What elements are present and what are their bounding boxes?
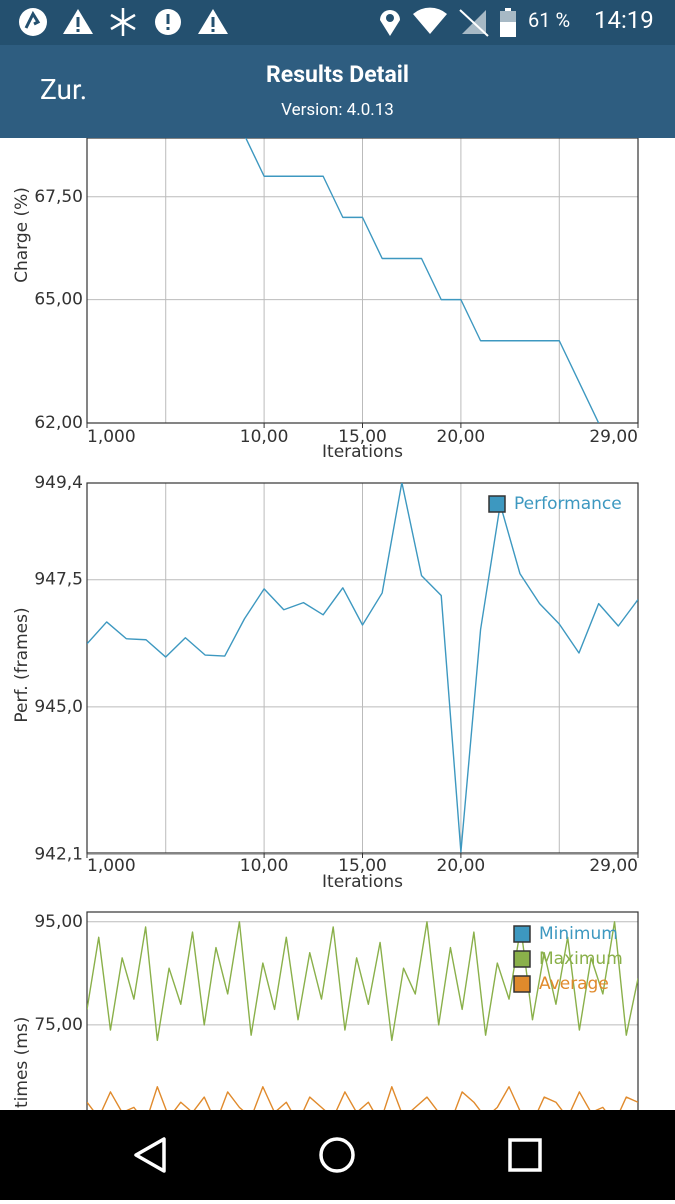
status-icons xyxy=(19,7,516,37)
recents-key[interactable] xyxy=(508,1138,542,1172)
legend-swatch xyxy=(513,975,531,993)
x-tick-label: 1,000 xyxy=(87,856,136,876)
x-tick-label: 20,00 xyxy=(437,856,486,876)
series-line xyxy=(245,138,600,423)
y-tick-label: 65,00 xyxy=(34,290,83,310)
plot-area xyxy=(245,138,600,423)
legend-label: Performance xyxy=(514,494,622,514)
x-tick-label: 15,00 xyxy=(338,427,387,447)
y-tick-label: 62,00 xyxy=(34,413,83,433)
legend-label: Minimum xyxy=(539,924,618,944)
clock: 14:19 xyxy=(594,6,654,34)
y-axis-title: Perf. (frames) xyxy=(12,607,32,722)
legend-swatch xyxy=(513,950,531,968)
x-tick-label: 15,00 xyxy=(338,856,387,876)
y-tick-label: 945,0 xyxy=(34,697,83,717)
battery-level: 61 % xyxy=(528,8,571,32)
legend-label: Maximum xyxy=(539,949,623,969)
y-tick-label: 949,4 xyxy=(34,473,83,493)
back-button[interactable]: Zur. xyxy=(40,73,88,106)
y-tick-label: 942,1 xyxy=(34,845,83,865)
x-tick-label: 29,00 xyxy=(589,427,638,447)
back-key[interactable] xyxy=(134,1137,166,1173)
version: Version: 4.0.13 xyxy=(281,100,394,120)
y-tick-label: 67,50 xyxy=(34,187,83,207)
y-tick-label: 95,00 xyxy=(34,912,83,932)
x-tick-label: 1,000 xyxy=(87,427,136,447)
x-axis-title: Iterations xyxy=(322,442,403,462)
status-bar: 61 % 14:19 xyxy=(0,0,675,45)
screen-title: Results Detail xyxy=(266,61,409,88)
x-axis-title: Iterations xyxy=(322,872,403,892)
legend-swatch xyxy=(513,925,531,943)
plot-area xyxy=(87,921,638,1110)
legend-label: Average xyxy=(539,974,609,994)
plot-border xyxy=(86,482,639,854)
series-line xyxy=(87,1086,638,1110)
nav-icons xyxy=(134,1137,542,1173)
navigation-bar xyxy=(0,1110,675,1200)
x-tick-label: 10,00 xyxy=(240,427,289,447)
plot-border xyxy=(86,911,639,1129)
y-tick-label: 947,5 xyxy=(34,570,83,590)
y-tick-label: 75,00 xyxy=(34,1015,83,1035)
x-tick-label: 29,00 xyxy=(589,856,638,876)
plot-area xyxy=(87,483,638,853)
y-axis-title: times (ms) xyxy=(12,1017,32,1108)
x-tick-label: 10,00 xyxy=(240,856,289,876)
app-header: Zur. Results Detail Version: 4.0.13 xyxy=(0,45,675,138)
x-tick-label: 20,00 xyxy=(437,427,486,447)
legend-swatch xyxy=(488,495,506,513)
series-line xyxy=(87,921,638,1042)
y-axis-title: Charge (%) xyxy=(12,187,32,283)
home-key[interactable] xyxy=(319,1137,355,1173)
plot-border xyxy=(86,137,639,424)
series-line xyxy=(87,483,638,853)
